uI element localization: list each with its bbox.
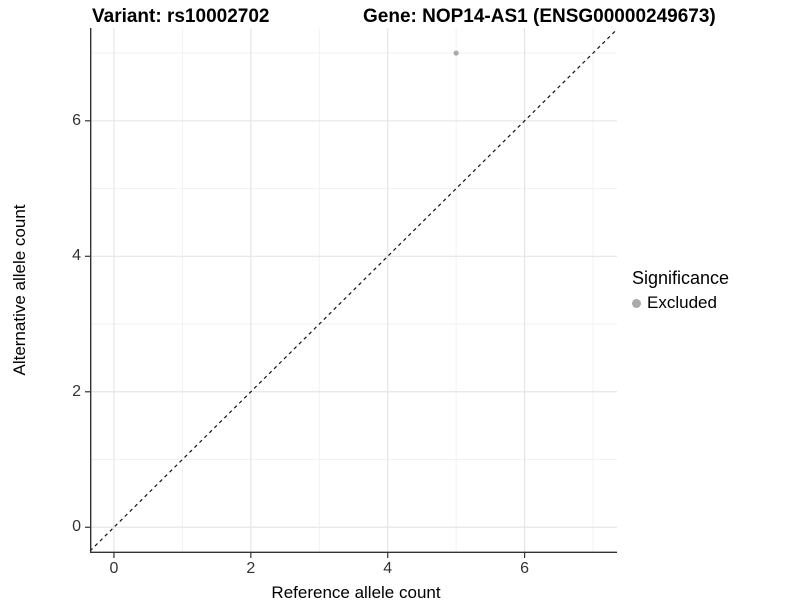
data-point	[453, 50, 459, 56]
legend-title: Significance	[632, 268, 730, 288]
legend-item-excluded: Excluded	[632, 293, 729, 313]
plot-panel	[85, 28, 618, 558]
x-tick-label: 6	[520, 560, 530, 577]
legend-item-label: Excluded	[647, 293, 717, 312]
x-tick-label: 2	[246, 560, 256, 577]
plot-canvas	[85, 28, 618, 558]
x-tick-label: 4	[383, 560, 393, 577]
x-tick-label: 0	[109, 560, 119, 577]
plot-title-variant: Variant: rs10002702	[92, 6, 270, 27]
legend-key-circle-icon	[632, 298, 641, 308]
y-axis-title: Alternative allele count	[10, 204, 29, 376]
x-axis-title: Reference allele count	[271, 583, 441, 600]
y-tick-label: 6	[72, 111, 81, 129]
plot-title-gene: Gene: NOP14-AS1 (ENSG00000249673)	[363, 6, 716, 27]
legend: Significance Excluded	[632, 268, 729, 313]
y-tick-label: 2	[72, 382, 81, 400]
y-tick-label: 0	[72, 518, 81, 536]
y-tick-label: 4	[72, 247, 81, 265]
identity-line	[89, 28, 618, 552]
